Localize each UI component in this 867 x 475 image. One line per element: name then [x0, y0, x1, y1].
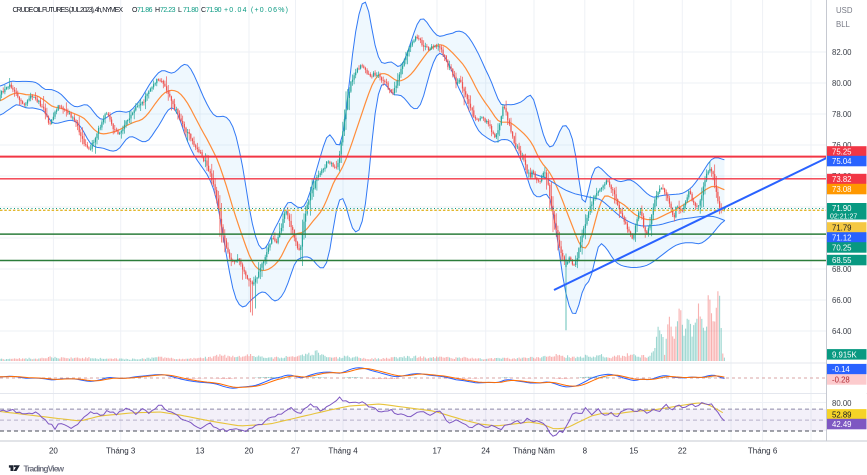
svg-text:80.00: 80.00	[832, 79, 852, 88]
svg-text:20: 20	[49, 447, 58, 456]
svg-text:71.90: 71.90	[206, 7, 222, 14]
svg-text:68.00: 68.00	[832, 265, 852, 274]
svg-text:C: C	[201, 7, 206, 14]
svg-text:8: 8	[583, 447, 588, 456]
svg-text:75.04: 75.04	[832, 157, 852, 166]
svg-text:82.00: 82.00	[832, 48, 852, 57]
svg-text:17: 17	[433, 447, 442, 456]
svg-text:02:21:27: 02:21:27	[830, 214, 857, 221]
svg-text:52.89: 52.89	[832, 410, 852, 419]
svg-text:22: 22	[678, 447, 687, 456]
svg-text:27: 27	[291, 447, 300, 456]
svg-text:Tháng 3: Tháng 3	[106, 447, 136, 456]
svg-text:USD: USD	[836, 6, 853, 15]
svg-text:76.00: 76.00	[832, 141, 852, 150]
svg-text:O: O	[132, 7, 138, 14]
svg-text:H: H	[155, 7, 160, 14]
svg-text:20: 20	[245, 447, 254, 456]
svg-text:L: L	[178, 7, 182, 14]
svg-text:68.55: 68.55	[832, 256, 852, 265]
svg-text:66.00: 66.00	[832, 296, 852, 305]
svg-text:13: 13	[196, 447, 205, 456]
svg-text:-0.28: -0.28	[832, 376, 850, 385]
svg-text:BLL: BLL	[836, 20, 851, 29]
svg-text:78.00: 78.00	[832, 110, 852, 119]
svg-text:64.00: 64.00	[832, 327, 852, 336]
svg-text:80.00: 80.00	[832, 399, 852, 408]
svg-text:71.90: 71.90	[832, 204, 852, 213]
svg-text:Tháng 6: Tháng 6	[748, 447, 778, 456]
svg-text:70.25: 70.25	[832, 244, 852, 253]
svg-text:+0.04 (+0.06%): +0.04 (+0.06%)	[224, 7, 288, 14]
svg-text:Tháng Năm: Tháng Năm	[513, 447, 555, 456]
svg-text:73.08: 73.08	[832, 185, 852, 194]
svg-text:TradingView: TradingView	[24, 464, 65, 474]
svg-text:73.82: 73.82	[832, 175, 852, 184]
svg-text:42.49: 42.49	[832, 420, 852, 429]
svg-text:71.80: 71.80	[183, 7, 199, 14]
svg-text:CRUDE OIL FUTURES (JUL 2023),: CRUDE OIL FUTURES (JUL 2023), 4h, NYMEX	[13, 7, 124, 14]
svg-text:9.915K: 9.915K	[832, 350, 858, 359]
svg-text:71.79: 71.79	[832, 224, 852, 233]
svg-text:-0.14: -0.14	[832, 365, 850, 374]
svg-text:Tháng 4: Tháng 4	[328, 447, 358, 456]
svg-text:71.86: 71.86	[137, 7, 153, 14]
svg-text:24: 24	[481, 447, 490, 456]
svg-text:71.12: 71.12	[832, 234, 852, 243]
svg-text:75.25: 75.25	[832, 148, 852, 157]
svg-text:15: 15	[629, 447, 638, 456]
svg-text:72.23: 72.23	[160, 7, 176, 14]
